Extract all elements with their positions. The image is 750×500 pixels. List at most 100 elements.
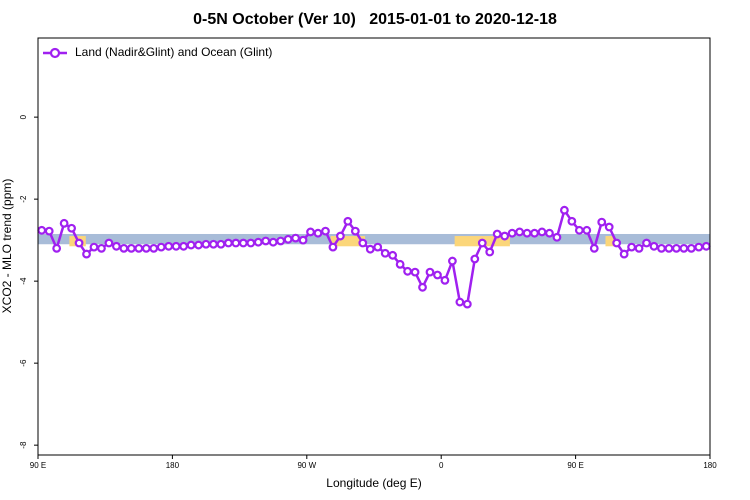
point: [223, 238, 233, 248]
point: [291, 233, 301, 243]
point: [238, 238, 248, 248]
point: [425, 267, 435, 277]
point: [231, 238, 241, 248]
x-tick-label: 90 E: [567, 461, 583, 470]
point: [582, 225, 592, 235]
y-tick-label: -6: [19, 359, 28, 367]
point: [537, 227, 547, 237]
point: [179, 241, 189, 251]
x-tick-label: 180: [703, 461, 717, 470]
point: [604, 222, 614, 232]
point: [373, 242, 383, 252]
point: [455, 297, 465, 307]
point: [134, 243, 144, 253]
point: [97, 243, 106, 253]
point: [313, 228, 323, 238]
legend-marker: [49, 47, 61, 59]
point: [627, 242, 636, 252]
point: [552, 232, 562, 242]
point: [515, 227, 524, 237]
point: [336, 231, 345, 241]
point: [268, 237, 278, 247]
point: [507, 228, 517, 238]
point: [82, 249, 91, 259]
legend-label: Land (Nadir&Glint) and Ocean (Glint): [75, 45, 272, 59]
point: [350, 226, 360, 236]
y-axis-label: XCO2 - MLO trend (ppm): [0, 179, 14, 314]
point: [433, 270, 442, 280]
point: [298, 235, 308, 245]
point: [410, 267, 420, 277]
point: [283, 234, 293, 244]
point: [209, 239, 218, 249]
point: [201, 239, 211, 249]
point: [679, 243, 689, 253]
point: [171, 241, 181, 251]
point: [530, 228, 539, 238]
point: [149, 243, 159, 253]
point: [59, 218, 69, 228]
plot-frame: [37, 37, 711, 456]
point: [253, 237, 263, 247]
point: [321, 226, 330, 236]
point: [164, 241, 174, 251]
point: [664, 243, 674, 253]
x-tick-label: 0: [439, 461, 444, 470]
point: [194, 240, 203, 250]
background-band: [38, 233, 710, 245]
point: [276, 236, 286, 246]
point: [343, 216, 353, 226]
point: [388, 250, 398, 260]
point: [560, 205, 569, 215]
x-tick-label: 90 E: [30, 461, 46, 470]
point: [574, 225, 584, 235]
point: [701, 241, 711, 251]
x-tick-label: 90 W: [297, 461, 316, 470]
point: [448, 256, 457, 266]
point: [477, 238, 487, 248]
point: [141, 243, 151, 253]
point: [261, 236, 271, 246]
point: [67, 223, 76, 233]
point: [37, 225, 47, 235]
point: [358, 238, 368, 248]
point: [126, 243, 136, 253]
point: [365, 244, 375, 254]
point: [686, 243, 696, 253]
point: [418, 282, 427, 292]
point: [44, 226, 54, 236]
point: [649, 241, 659, 251]
y-tick-label: -4: [19, 277, 28, 285]
point: [119, 243, 129, 253]
point: [522, 228, 532, 238]
point: [567, 216, 577, 226]
point: [89, 242, 99, 252]
point: [492, 229, 502, 239]
x-tick-label: 180: [166, 461, 180, 470]
point: [74, 238, 84, 248]
point: [403, 266, 413, 276]
chart-title: 0-5N October (Ver 10) 2015-01-01 to 2020…: [193, 11, 557, 28]
point: [380, 248, 390, 258]
point: [470, 254, 480, 264]
point: [186, 240, 196, 250]
point: [694, 242, 704, 252]
point: [634, 243, 644, 253]
y-tick-label: 0: [19, 114, 28, 119]
point: [395, 259, 405, 269]
point: [589, 243, 599, 253]
point: [216, 239, 226, 249]
point: [619, 249, 629, 259]
point: [52, 243, 62, 253]
point: [306, 227, 315, 237]
point: [672, 243, 681, 253]
background-band: [605, 236, 615, 247]
point: [246, 238, 256, 248]
point: [597, 217, 607, 227]
point: [500, 231, 510, 241]
point: [545, 228, 554, 238]
point: [111, 241, 121, 251]
background-band: [330, 236, 366, 247]
point: [156, 242, 166, 252]
